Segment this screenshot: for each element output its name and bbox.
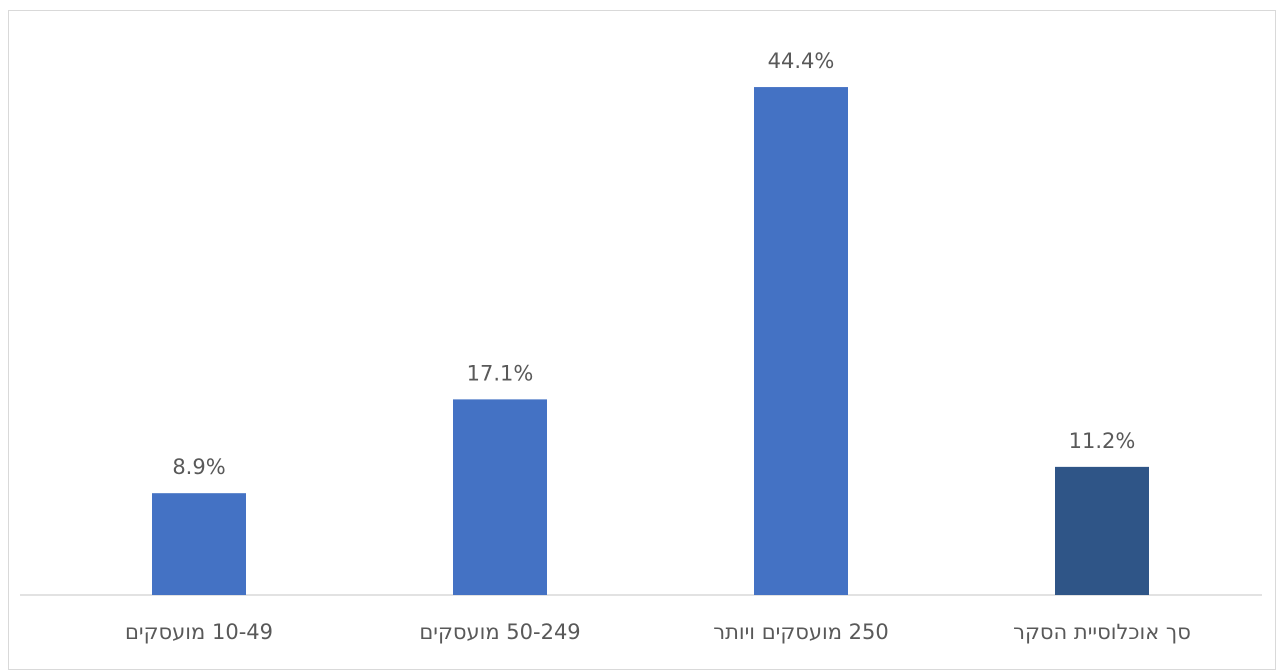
category-label-2: 50-249 מועסקים <box>419 620 580 644</box>
bar-3 <box>754 87 848 596</box>
data-label-3: 44.4% <box>768 49 835 73</box>
bar-1 <box>152 493 246 595</box>
data-label-2: 17.1% <box>467 361 534 385</box>
bar-4 <box>1055 466 1149 595</box>
category-label-4: סך אוכלוסיית הסקר <box>1013 620 1191 644</box>
bar-2 <box>453 399 547 595</box>
bars-group: 8.9% 10-49 מועסקים 17.1% 50-249 מועסקים 44.4… <box>125 49 1191 644</box>
category-label-1: 10-49 מועסקים <box>125 620 273 644</box>
data-label-1: 8.9% <box>172 455 225 479</box>
category-label-3: 250 מועסקים ויותר <box>713 620 889 644</box>
data-label-4: 11.2% <box>1069 429 1136 453</box>
